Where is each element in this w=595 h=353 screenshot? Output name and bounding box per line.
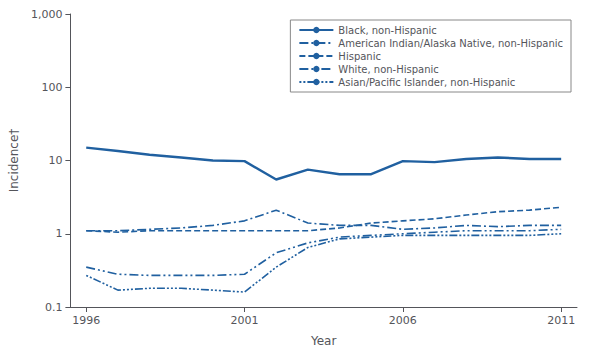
svg-text:0.1: 0.1 bbox=[45, 301, 63, 314]
svg-text:2001: 2001 bbox=[231, 314, 259, 327]
svg-text:1996: 1996 bbox=[72, 314, 100, 327]
svg-text:Incidence†: Incidence† bbox=[7, 129, 21, 193]
svg-text:Year: Year bbox=[310, 334, 336, 348]
svg-text:2011: 2011 bbox=[547, 314, 575, 327]
svg-text:Black, non-Hispanic: Black, non-Hispanic bbox=[338, 25, 436, 36]
svg-text:2006: 2006 bbox=[389, 314, 417, 327]
svg-text:Asian/Pacific Islander, non-Hi: Asian/Pacific Islander, non-Hispanic bbox=[338, 77, 515, 88]
svg-text:1,000: 1,000 bbox=[31, 8, 63, 21]
svg-text:1: 1 bbox=[55, 227, 62, 240]
svg-text:10: 10 bbox=[48, 154, 62, 167]
svg-text:Hispanic: Hispanic bbox=[338, 51, 381, 62]
svg-text:White, non-Hispanic: White, non-Hispanic bbox=[338, 64, 438, 75]
svg-text:100: 100 bbox=[41, 81, 62, 94]
svg-text:American Indian/Alaska Native,: American Indian/Alaska Native, non-Hispa… bbox=[338, 38, 563, 49]
